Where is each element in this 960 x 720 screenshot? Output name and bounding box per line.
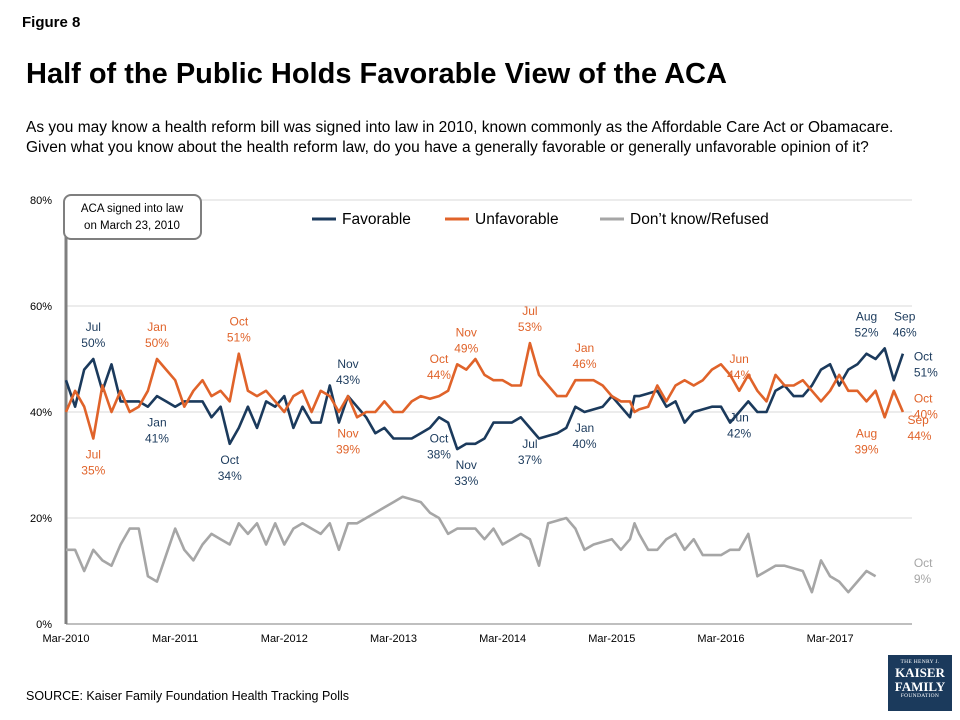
y-tick-label: 40% [30, 407, 52, 419]
x-tick-label: Mar-2017 [807, 633, 854, 645]
annotation-value: 49% [454, 341, 478, 355]
annotation-value: 53% [518, 320, 542, 334]
x-tick-label: Mar-2014 [479, 633, 526, 645]
annotation-month: Oct [430, 432, 449, 446]
annotation-value: 44% [907, 429, 931, 443]
annotation-month: Sep [894, 309, 916, 323]
annotation-value: 46% [893, 325, 917, 339]
x-tick-label: Mar-2011 [152, 633, 198, 645]
callout-box [63, 194, 202, 240]
annotation-month: Jul [86, 320, 101, 334]
annotation-month: Aug [856, 426, 877, 440]
annotation-month: Aug [856, 309, 877, 323]
source-note: SOURCE: Kaiser Family Foundation Health … [26, 689, 350, 703]
annotation-month: Jun [729, 352, 748, 366]
chart-title: Half of the Public Holds Favorable View … [26, 58, 727, 90]
annotation-month: Oct [430, 352, 449, 366]
callout-line-2: on March 23, 2010 [84, 220, 180, 232]
callout-aca-signed: ACA signed into law on March 23, 2010 [63, 194, 202, 240]
series-lines [64, 341, 905, 594]
kff-logo: THE HENRY J. KAISER FAMILY FOUNDATION [888, 655, 952, 711]
annotation-value: 46% [573, 357, 597, 371]
series-line-2 [66, 495, 877, 594]
series-line-1 [64, 341, 905, 440]
annotation-value: 52% [855, 325, 879, 339]
annotation-value: 40% [573, 437, 597, 451]
annotation-month: Oct [914, 349, 933, 363]
annotation-month: Jan [575, 341, 594, 355]
annotation-value: 51% [914, 365, 938, 379]
annotation-value: 39% [336, 442, 360, 456]
annotation-month: Jan [575, 421, 594, 435]
annotation-value: 35% [81, 464, 105, 478]
annotation-value: 41% [145, 432, 169, 446]
legend-label: Unfavorable [475, 211, 559, 228]
annotation-month: Nov [337, 357, 358, 371]
legend: Favorable Unfavorable Don’t know/Refused [312, 211, 769, 228]
annotation-value: 42% [727, 426, 751, 440]
annotation-value: 43% [336, 373, 360, 387]
x-tick-label: Mar-2012 [261, 633, 308, 645]
y-tick-label: 20% [30, 513, 52, 525]
x-tick-label: Mar-2010 [42, 633, 89, 645]
series-line-0 [64, 347, 905, 451]
annotation-value: 34% [218, 469, 242, 483]
annotation-value: 38% [427, 448, 451, 462]
x-tick-label: Mar-2013 [370, 633, 417, 645]
annotation-value: 33% [454, 474, 478, 488]
annotation-month: Nov [456, 458, 477, 472]
annotation-value: 37% [518, 453, 542, 467]
annotation-month: Oct [914, 556, 933, 570]
annotation-month: Oct [914, 392, 933, 406]
annotation-month: Jan [147, 320, 166, 334]
annotation-month: Jul [86, 448, 101, 462]
annotation-value: 50% [145, 336, 169, 350]
data-annotations: Jul 50% Jul 35% Jan 50% Jan 41% Oct 51% Oct 34% Nov 4… [81, 304, 938, 586]
annotation-value: 40% [914, 408, 938, 422]
annotation-month: Sep [907, 413, 929, 427]
annotation-month: Jul [522, 304, 537, 318]
y-tick-label: 0% [36, 619, 52, 631]
y-tick-label: 80% [30, 195, 52, 207]
annotation-month: Oct [220, 453, 239, 467]
x-tick-label: Mar-2015 [588, 633, 635, 645]
survey-question: As you may know a health reform bill was… [26, 119, 894, 156]
annotation-month: Nov [337, 426, 358, 440]
annotation-value: 39% [855, 442, 879, 456]
legend-label: Favorable [342, 211, 411, 228]
figure-label: Figure 8 [22, 14, 81, 31]
annotation-value: 44% [727, 368, 751, 382]
annotation-month: Jul [522, 437, 537, 451]
annotation-value: 44% [427, 368, 451, 382]
y-tick-label: 60% [30, 301, 52, 313]
annotation-month: Jan [147, 416, 166, 430]
gridlines [66, 199, 912, 519]
callout-line-1: ACA signed into law [81, 203, 184, 215]
annotation-value: 9% [914, 572, 932, 586]
annotation-value: 51% [227, 331, 251, 345]
x-tick-label: Mar-2016 [697, 633, 744, 645]
annotation-month: Oct [230, 315, 249, 329]
annotation-month: Jun [729, 410, 748, 424]
annotation-value: 50% [81, 336, 105, 350]
annotation-month: Nov [456, 325, 477, 339]
legend-label: Don’t know/Refused [630, 211, 769, 228]
